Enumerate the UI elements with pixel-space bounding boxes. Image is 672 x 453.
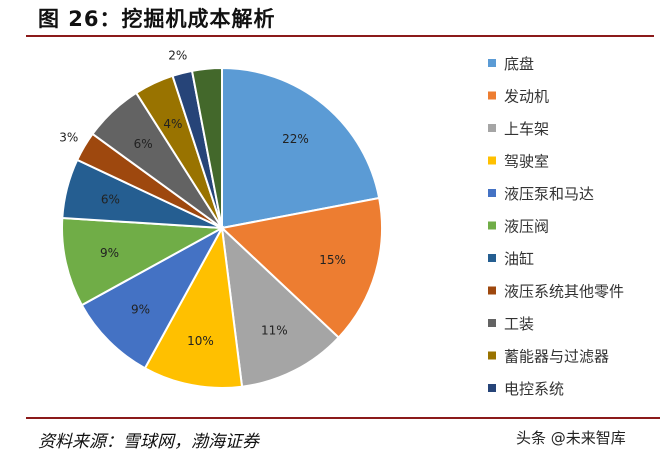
slice-label-11: 2% [168, 49, 187, 63]
source-note: 资料来源：雪球网，渤海证券 [38, 432, 259, 452]
pie-slice-2 [219, 196, 383, 339]
legend-label-7: 油缸 [504, 250, 534, 268]
legend-swatch-4 [488, 156, 496, 165]
legend-label-6: 液压阀 [504, 218, 549, 236]
legend-swatch-5 [488, 189, 496, 197]
legend-label-9: 工装 [504, 315, 534, 333]
legend-label-3: 上车架 [504, 120, 549, 138]
legend-swatch-8 [488, 286, 496, 295]
slice-label-4: 10% [187, 334, 214, 348]
slice-label-5: 9% [131, 302, 150, 316]
pie-slice-3 [220, 225, 341, 388]
legend-swatch-1 [488, 59, 496, 67]
legend-label-5: 液压泵和马达 [504, 185, 594, 203]
legend: 底盘发动机上车架驾驶室液压泵和马达液压阀油缸液压系统其他零件工装蓄能器与过滤器电… [488, 55, 624, 398]
top-divider [26, 35, 654, 37]
slice-label-1: 22% [282, 132, 309, 146]
slice-label-8: 3% [59, 130, 78, 144]
pie-slices [61, 66, 383, 389]
slice-label-2: 15% [319, 253, 346, 267]
legend-swatch-11 [488, 384, 496, 392]
slice-labels: 22% 15% 11% 10% 9% 9% 6% 3% 6% 4% 2% [59, 49, 346, 349]
legend-label-8: 液压系统其他零件 [504, 283, 624, 301]
pie-slice-4 [143, 224, 244, 389]
legend-swatch-6 [488, 221, 496, 230]
watermark: 头条 @未来智库 [516, 429, 626, 447]
slice-label-7: 6% [101, 192, 120, 206]
legend-label-2: 发动机 [504, 88, 549, 106]
pie-slice-extra [190, 66, 223, 229]
slice-label-9: 6% [134, 137, 153, 151]
legend-swatch-10 [488, 351, 496, 360]
bottom-divider [26, 417, 660, 419]
slice-label-10: 4% [163, 117, 182, 131]
legend-label-10: 蓄能器与过滤器 [504, 348, 609, 366]
slice-label-6: 9% [100, 246, 119, 260]
legend-swatch-9 [488, 319, 496, 327]
pie-slice-5 [80, 225, 225, 370]
pie-slice-1 [221, 66, 381, 230]
legend-swatch-2 [488, 91, 496, 100]
legend-label-11: 电控系统 [504, 380, 564, 398]
slice-label-3: 11% [261, 324, 288, 338]
legend-swatch-3 [488, 124, 496, 132]
figure-title: 图 26：挖掘机成本解析 [38, 7, 276, 31]
pie-slice-6 [61, 216, 226, 307]
legend-label-4: 驾驶室 [504, 153, 549, 171]
legend-swatch-7 [488, 254, 496, 262]
legend-label-1: 底盘 [504, 55, 534, 73]
